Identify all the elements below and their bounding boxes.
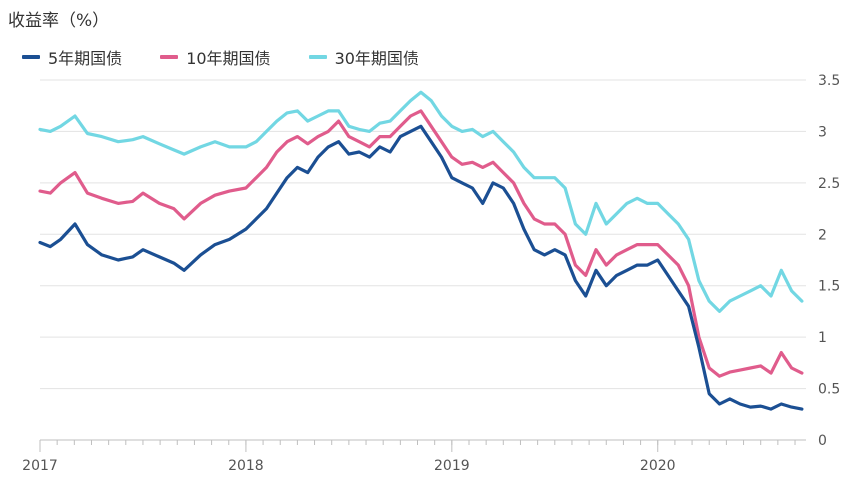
x-tick-label: 2019 <box>434 458 470 474</box>
legend-label-10y: 10年期国债 <box>186 49 271 68</box>
y-tick-label: 2 <box>818 227 827 243</box>
legend-item-5y: 5年期国债 <box>22 45 122 69</box>
y-tick-label: 0.5 <box>818 382 840 398</box>
chart-legend: 5年期国债 10年期国债 30年期国债 <box>22 45 419 69</box>
legend-label-5y: 5年期国债 <box>48 49 123 68</box>
y-tick-label: 3 <box>818 124 827 140</box>
y-tick-label: 2.5 <box>818 176 840 192</box>
legend-swatch-5y <box>22 55 40 59</box>
y-axis-title: 收益率（%） <box>8 11 110 31</box>
legend-item-10y: 10年期国债 <box>160 45 271 69</box>
y-tick-label: 3.5 <box>818 73 840 89</box>
x-tick-label: 2020 <box>640 458 676 474</box>
x-tick-label: 2018 <box>228 458 264 474</box>
legend-item-30y: 30年期国债 <box>308 45 419 69</box>
y-tick-label: 0 <box>818 433 827 449</box>
series-line-5y <box>38 124 804 411</box>
legend-label-30y: 30年期国债 <box>334 49 419 68</box>
legend-swatch-10y <box>160 55 179 59</box>
y-tick-label: 1.5 <box>818 279 840 295</box>
series-line-30y <box>38 90 804 313</box>
series-line-10y <box>38 109 804 378</box>
y-tick-label: 1 <box>818 330 827 346</box>
x-tick-label: 2017 <box>22 458 58 474</box>
legend-swatch-30y <box>308 55 327 59</box>
